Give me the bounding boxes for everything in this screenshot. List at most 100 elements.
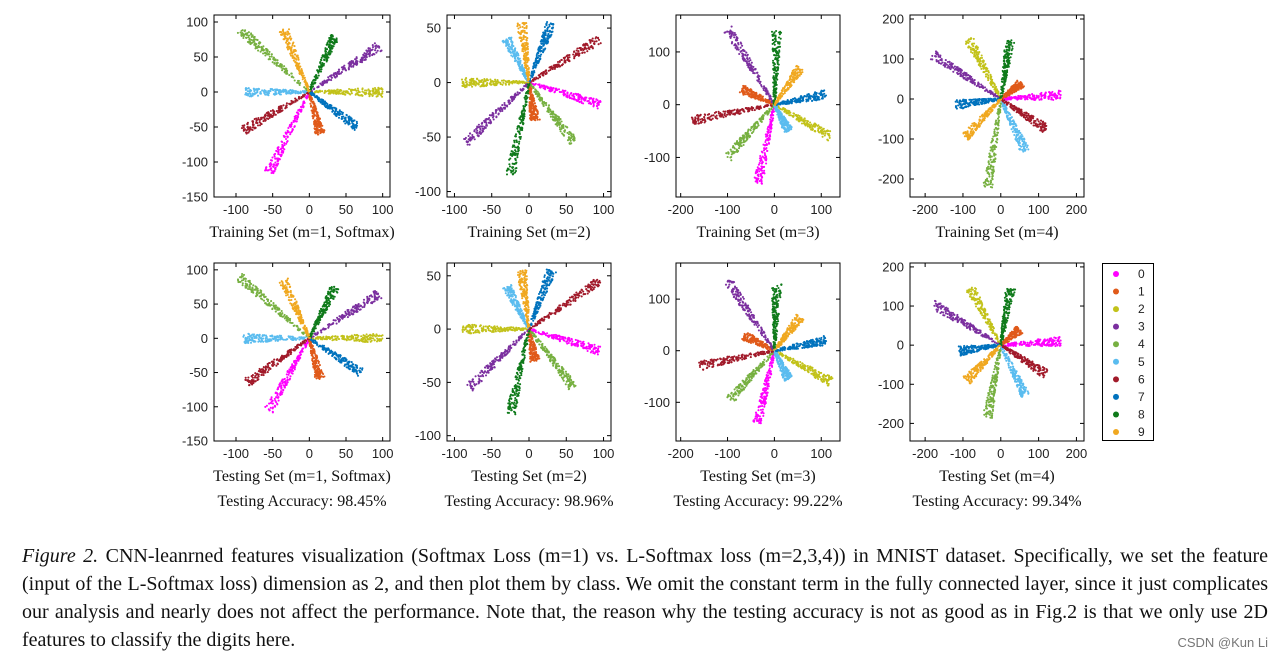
point	[523, 71, 526, 74]
point	[380, 87, 383, 90]
point	[544, 34, 547, 37]
point	[471, 136, 474, 139]
point	[556, 124, 559, 127]
point	[828, 134, 831, 137]
point	[737, 43, 740, 46]
point	[760, 83, 763, 87]
point	[265, 117, 269, 120]
point	[574, 53, 577, 57]
point	[490, 114, 493, 117]
point	[280, 33, 284, 36]
point	[479, 132, 482, 135]
point	[355, 63, 358, 66]
point	[733, 36, 736, 39]
point	[282, 28, 285, 31]
point	[763, 148, 766, 151]
point	[521, 44, 524, 47]
point	[506, 47, 509, 50]
point	[271, 61, 274, 64]
point	[514, 149, 517, 152]
series-8	[505, 82, 531, 176]
point	[262, 120, 265, 123]
point	[696, 117, 699, 120]
point	[267, 89, 270, 93]
point	[823, 134, 826, 137]
point	[295, 55, 298, 58]
point	[291, 44, 294, 47]
point	[353, 128, 356, 131]
point	[774, 92, 777, 95]
point	[741, 44, 744, 47]
point	[770, 111, 774, 114]
point	[763, 144, 766, 147]
point	[780, 126, 783, 129]
point	[803, 122, 806, 125]
series-3	[308, 42, 383, 93]
point	[511, 95, 514, 99]
point	[722, 116, 725, 119]
point	[814, 95, 817, 98]
point	[767, 141, 770, 145]
point	[367, 47, 370, 50]
point	[544, 29, 547, 32]
point	[546, 86, 549, 89]
point	[525, 100, 528, 104]
series-2	[773, 103, 832, 142]
point	[294, 60, 297, 63]
point	[287, 131, 290, 134]
point	[538, 49, 541, 53]
point	[532, 67, 535, 70]
point	[758, 170, 761, 173]
point	[768, 134, 771, 137]
point	[573, 137, 576, 140]
point	[335, 108, 338, 111]
point	[534, 108, 538, 111]
point	[788, 114, 791, 117]
point	[527, 81, 530, 84]
point	[783, 126, 786, 129]
point	[534, 90, 538, 93]
point	[315, 114, 318, 118]
point	[528, 71, 531, 74]
point	[310, 94, 313, 97]
point	[530, 106, 533, 109]
point	[330, 50, 333, 53]
point	[375, 51, 378, 54]
point	[583, 99, 586, 102]
point	[794, 100, 797, 103]
point	[539, 47, 542, 50]
point	[355, 56, 358, 59]
series-2	[460, 77, 529, 89]
point	[538, 73, 541, 77]
point	[550, 30, 553, 34]
point	[807, 123, 810, 126]
point	[502, 81, 505, 84]
point	[267, 52, 270, 55]
point	[559, 130, 562, 133]
point	[777, 42, 780, 45]
point	[532, 111, 535, 114]
point	[361, 94, 364, 97]
point	[758, 93, 761, 97]
series-8	[770, 29, 783, 106]
point	[330, 79, 333, 82]
point	[516, 57, 520, 60]
point	[821, 93, 824, 96]
point	[519, 135, 522, 138]
point	[295, 120, 298, 123]
point	[371, 94, 374, 97]
point	[765, 88, 768, 91]
point	[319, 61, 322, 65]
point	[763, 153, 767, 156]
point	[331, 41, 334, 44]
series-4	[528, 82, 576, 145]
point	[756, 79, 759, 82]
point	[521, 65, 524, 68]
point	[733, 108, 736, 111]
point	[730, 30, 733, 33]
point	[763, 169, 766, 172]
point	[754, 127, 757, 130]
point	[545, 101, 548, 105]
point	[302, 90, 305, 93]
point	[808, 94, 811, 97]
